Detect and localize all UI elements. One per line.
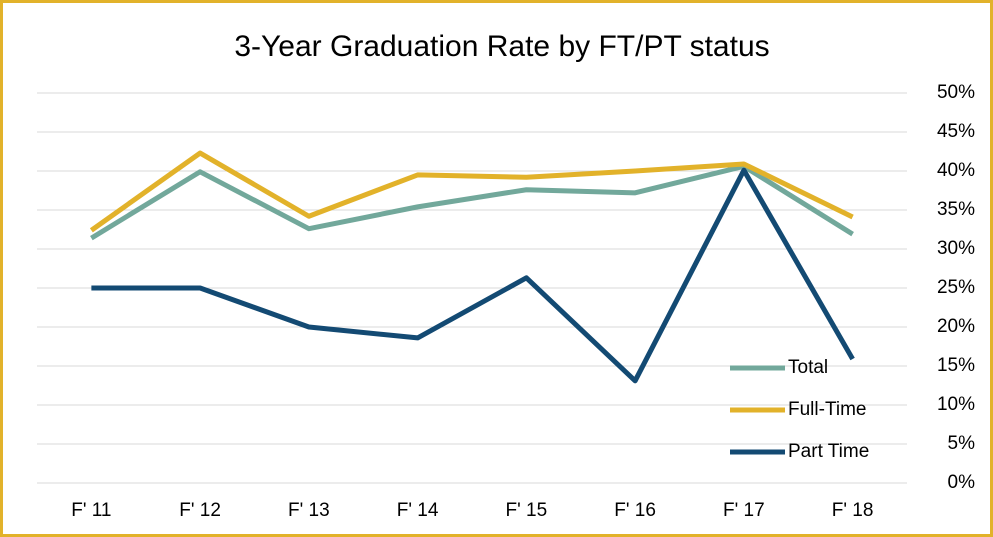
x-tick-label: F' 16 — [614, 500, 656, 521]
legend-label: Full-Time — [788, 399, 866, 420]
legend-label: Part Time — [788, 441, 869, 462]
y-tick-label: 25% — [937, 277, 975, 298]
x-tick-label: F' 11 — [71, 500, 111, 521]
x-tick-label: F' 12 — [179, 500, 221, 521]
x-tick-label: F' 18 — [832, 500, 874, 521]
y-tick-label: 45% — [937, 121, 975, 142]
y-tick-label: 5% — [948, 433, 976, 454]
y-tick-label: 20% — [937, 316, 975, 337]
x-tick-label: F' 17 — [723, 500, 765, 521]
y-tick-label: 30% — [937, 238, 975, 259]
x-tick-label: F' 13 — [288, 500, 330, 521]
legend-label: Total — [788, 357, 828, 378]
y-tick-label: 10% — [937, 394, 975, 415]
chart-title: 3-Year Graduation Rate by FT/PT status — [234, 30, 769, 63]
y-tick-label: 35% — [937, 199, 975, 220]
series-line — [89, 150, 854, 233]
x-tick-label: F' 14 — [397, 500, 439, 521]
y-tick-label: 15% — [937, 355, 975, 376]
y-tick-label: 0% — [948, 472, 976, 493]
series-line — [91, 167, 855, 384]
x-tick-label: F' 15 — [506, 500, 548, 521]
series-line — [90, 163, 854, 241]
y-tick-label: 40% — [937, 160, 975, 181]
y-tick-label: 50% — [937, 82, 975, 103]
